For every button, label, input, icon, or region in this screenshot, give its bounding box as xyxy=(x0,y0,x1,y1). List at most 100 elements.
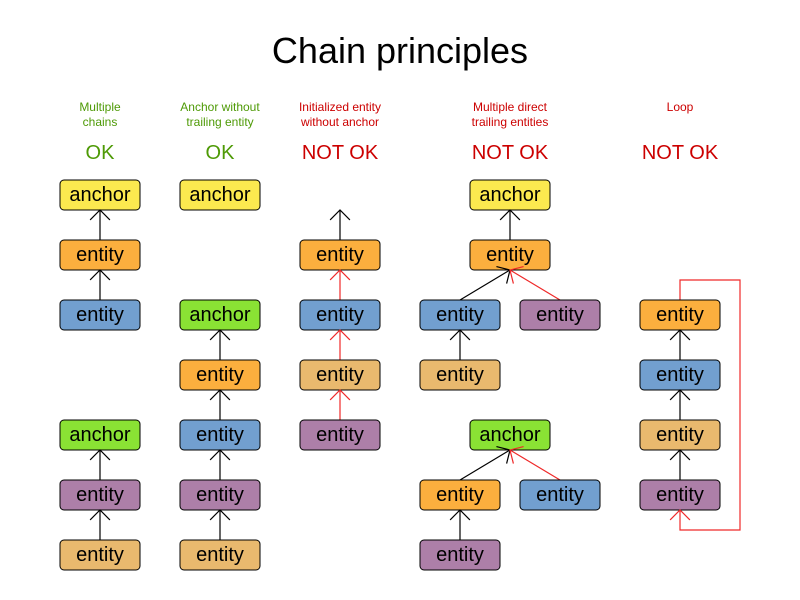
node-label: entity xyxy=(656,424,704,446)
entity-node: entity xyxy=(299,299,381,331)
entity-node: entity xyxy=(179,479,261,511)
node-label: entity xyxy=(316,364,364,386)
node-box xyxy=(299,419,381,451)
arrowhead-icon xyxy=(669,329,691,341)
chain-edge xyxy=(459,449,511,481)
loop-edge xyxy=(679,279,741,531)
entity-node: entity xyxy=(639,419,721,451)
anchor-node: anchor xyxy=(59,179,141,211)
node-label: entity xyxy=(656,304,704,326)
entity-node: entity xyxy=(639,299,721,331)
diagram-caption: Anchor without xyxy=(180,100,260,114)
entity-node: entity xyxy=(419,359,501,391)
node-box xyxy=(59,299,141,331)
verdict-label: OK xyxy=(206,142,236,164)
arrowhead-icon xyxy=(669,509,691,521)
node-label: entity xyxy=(196,364,244,386)
entity-node: entity xyxy=(179,359,261,391)
node-label: anchor xyxy=(479,184,540,206)
arrowhead-icon xyxy=(509,266,524,284)
node-label: anchor xyxy=(69,184,130,206)
diagram-caption: Loop xyxy=(667,100,694,114)
diagram-caption: trailing entities xyxy=(472,115,549,129)
node-label: entity xyxy=(196,544,244,566)
arrowhead-icon xyxy=(509,446,524,464)
arrowhead-icon xyxy=(329,389,351,401)
arrowhead-icon xyxy=(329,209,351,221)
verdict-label: NOT OK xyxy=(642,142,719,164)
arrowhead-icon xyxy=(449,329,471,341)
node-label: entity xyxy=(76,304,124,326)
entity-node: entity xyxy=(59,539,141,571)
arrowhead-icon xyxy=(209,449,231,461)
node-box xyxy=(59,539,141,571)
entity-node: entity xyxy=(419,299,501,331)
arrowhead-icon xyxy=(89,269,111,281)
anchor-node: anchor xyxy=(179,299,261,331)
node-label: entity xyxy=(436,484,484,506)
node-label: anchor xyxy=(189,184,250,206)
diagram-caption: trailing entity xyxy=(186,115,253,129)
node-label: entity xyxy=(656,484,704,506)
arrowhead-icon xyxy=(669,449,691,461)
entity-node: entity xyxy=(299,419,381,451)
anchor-node: anchor xyxy=(469,179,551,211)
node-label: entity xyxy=(76,244,124,266)
arrowhead-icon xyxy=(499,209,521,221)
entity-node: entity xyxy=(519,299,601,331)
node-label: entity xyxy=(196,424,244,446)
node-box xyxy=(419,359,501,391)
entity-node: entity xyxy=(639,479,721,511)
node-box xyxy=(519,299,601,331)
verdict-label: NOT OK xyxy=(302,142,379,164)
anchor-node: anchor xyxy=(469,419,551,451)
arrowhead-icon xyxy=(89,509,111,521)
node-label: entity xyxy=(76,544,124,566)
node-label: anchor xyxy=(479,424,540,446)
diagram-5: Loop NOT OK entity entity entity entity xyxy=(639,100,741,531)
node-label: entity xyxy=(316,424,364,446)
diagram-caption: without anchor xyxy=(300,115,379,129)
entity-node: entity xyxy=(59,299,141,331)
node-label: entity xyxy=(196,484,244,506)
entity-node: entity xyxy=(299,239,381,271)
arrowhead-icon xyxy=(209,389,231,401)
arrowhead-icon xyxy=(329,329,351,341)
node-label: entity xyxy=(486,244,534,266)
diagram-caption: chains xyxy=(83,115,118,129)
chain-edge xyxy=(459,269,511,301)
arrowhead-icon xyxy=(89,449,111,461)
arrowhead-icon xyxy=(209,509,231,521)
diagram-caption: Multiple direct xyxy=(473,100,548,114)
node-label: entity xyxy=(656,364,704,386)
node-box xyxy=(519,479,601,511)
node-label: entity xyxy=(76,484,124,506)
anchor-node: anchor xyxy=(179,179,261,211)
node-label: entity xyxy=(536,304,584,326)
node-label: entity xyxy=(316,304,364,326)
node-label: anchor xyxy=(69,424,130,446)
node-box xyxy=(419,539,501,571)
anchor-node: anchor xyxy=(59,419,141,451)
entity-node: entity xyxy=(59,239,141,271)
diagram-caption: Multiple xyxy=(79,100,121,114)
node-label: entity xyxy=(536,484,584,506)
entity-node: entity xyxy=(179,539,261,571)
node-label: anchor xyxy=(189,304,250,326)
invalid-edge xyxy=(509,269,561,301)
entity-node: entity xyxy=(519,479,601,511)
entity-node: entity xyxy=(59,479,141,511)
arrowhead-icon xyxy=(209,329,231,341)
entity-node: entity xyxy=(639,359,721,391)
entity-node: entity xyxy=(419,539,501,571)
verdict-label: NOT OK xyxy=(472,142,549,164)
node-label: entity xyxy=(436,304,484,326)
node-label: entity xyxy=(316,244,364,266)
entity-node: entity xyxy=(469,239,551,271)
